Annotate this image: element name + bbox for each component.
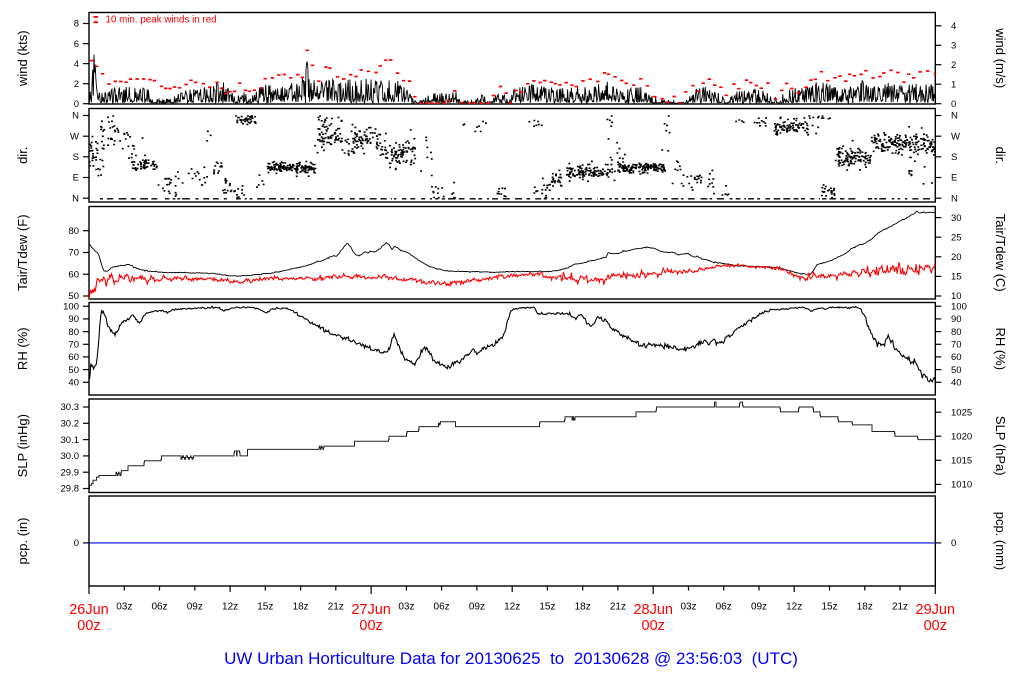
- svg-text:50: 50: [68, 291, 79, 302]
- svg-text:70: 70: [68, 340, 79, 351]
- svg-text:N: N: [72, 111, 79, 122]
- svg-text:06z: 06z: [434, 602, 450, 613]
- svg-text:00z: 00z: [642, 618, 665, 634]
- svg-text:12z: 12z: [222, 602, 238, 613]
- svg-text:80: 80: [951, 327, 962, 338]
- svg-text:wind (m/s): wind (m/s): [993, 27, 1008, 88]
- svg-text:06z: 06z: [151, 602, 167, 613]
- svg-text:70: 70: [951, 340, 962, 351]
- svg-text:29.8: 29.8: [61, 484, 80, 495]
- svg-text:21z: 21z: [610, 602, 626, 613]
- svg-text:30.3: 30.3: [61, 402, 80, 413]
- svg-text:1010: 1010: [951, 480, 972, 491]
- svg-text:100: 100: [951, 301, 967, 312]
- svg-text:50: 50: [68, 365, 79, 376]
- svg-text:18z: 18z: [575, 602, 591, 613]
- svg-text:27Jun: 27Jun: [351, 602, 391, 618]
- svg-text:20: 20: [951, 252, 962, 263]
- svg-text:2: 2: [951, 60, 956, 71]
- svg-text:90: 90: [951, 314, 962, 325]
- svg-text:0: 0: [951, 538, 956, 549]
- svg-text:15z: 15z: [539, 602, 555, 613]
- svg-text:RH (%): RH (%): [15, 327, 30, 370]
- svg-text:pcp. (in): pcp. (in): [15, 518, 30, 565]
- svg-text:03z: 03z: [680, 602, 696, 613]
- svg-text:21z: 21z: [892, 602, 908, 613]
- svg-text:12z: 12z: [786, 602, 802, 613]
- svg-text:100: 100: [63, 301, 79, 312]
- svg-text:6: 6: [74, 39, 79, 50]
- svg-text:00z: 00z: [77, 618, 100, 634]
- svg-text:S: S: [73, 152, 79, 163]
- svg-text:70: 70: [68, 248, 79, 259]
- svg-text:40: 40: [951, 378, 962, 389]
- svg-text:4: 4: [74, 59, 79, 70]
- svg-text:21z: 21z: [328, 602, 344, 613]
- svg-text:E: E: [951, 173, 957, 184]
- svg-text:1020: 1020: [951, 431, 972, 442]
- svg-text:S: S: [951, 152, 957, 163]
- svg-text:30.2: 30.2: [61, 419, 80, 430]
- svg-text:09z: 09z: [187, 602, 203, 613]
- svg-text:15z: 15z: [257, 602, 273, 613]
- svg-text:10 min. peak winds in red: 10 min. peak winds in red: [106, 14, 217, 25]
- svg-text:8: 8: [74, 19, 79, 30]
- svg-text:30: 30: [951, 213, 962, 224]
- svg-text:UW Urban Horticulture Data for: UW Urban Horticulture Data for 20130625 …: [224, 649, 798, 668]
- svg-text:0: 0: [74, 99, 79, 110]
- svg-text:09z: 09z: [751, 602, 767, 613]
- svg-text:0: 0: [951, 99, 956, 110]
- svg-text:00z: 00z: [924, 618, 947, 634]
- svg-text:60: 60: [68, 269, 79, 280]
- svg-text:0: 0: [74, 538, 79, 549]
- svg-text:00z: 00z: [359, 618, 382, 634]
- svg-text:SLP (inHg): SLP (inHg): [15, 414, 30, 477]
- svg-text:29Jun: 29Jun: [916, 602, 956, 618]
- svg-text:18z: 18z: [293, 602, 309, 613]
- svg-text:dir.: dir.: [15, 147, 30, 164]
- svg-text:12z: 12z: [504, 602, 520, 613]
- svg-text:60: 60: [68, 352, 79, 363]
- svg-text:3: 3: [951, 41, 956, 52]
- svg-text:18z: 18z: [857, 602, 873, 613]
- svg-text:60: 60: [951, 352, 962, 363]
- svg-text:pcp. (mm): pcp. (mm): [993, 512, 1008, 571]
- svg-text:1: 1: [951, 79, 956, 90]
- svg-text:15: 15: [951, 272, 962, 283]
- svg-text:80: 80: [68, 226, 79, 237]
- svg-text:28Jun: 28Jun: [633, 602, 673, 618]
- svg-text:E: E: [73, 173, 79, 184]
- svg-text:Tair/Tdew (F): Tair/Tdew (F): [15, 214, 30, 291]
- svg-text:80: 80: [68, 327, 79, 338]
- svg-text:wind (kts): wind (kts): [15, 30, 30, 87]
- svg-text:RH (%): RH (%): [993, 327, 1008, 370]
- svg-text:2: 2: [74, 79, 79, 90]
- svg-text:29.9: 29.9: [61, 467, 80, 478]
- svg-text:Tair/Tdew (C): Tair/Tdew (C): [993, 214, 1008, 292]
- svg-text:dir.: dir.: [993, 147, 1008, 164]
- svg-text:1025: 1025: [951, 407, 972, 418]
- svg-text:N: N: [951, 111, 958, 122]
- svg-text:06z: 06z: [716, 602, 732, 613]
- svg-text:50: 50: [951, 365, 962, 376]
- svg-text:40: 40: [68, 378, 79, 389]
- svg-text:25: 25: [951, 232, 962, 243]
- svg-text:1015: 1015: [951, 456, 972, 467]
- svg-text:W: W: [70, 131, 79, 142]
- svg-text:N: N: [72, 193, 79, 204]
- svg-text:26Jun: 26Jun: [69, 602, 109, 618]
- svg-text:03z: 03z: [116, 602, 132, 613]
- svg-text:4: 4: [951, 21, 956, 32]
- svg-text:SLP (hPa): SLP (hPa): [993, 416, 1008, 476]
- svg-text:10: 10: [951, 291, 962, 302]
- svg-text:03z: 03z: [398, 602, 414, 613]
- svg-text:15z: 15z: [821, 602, 837, 613]
- svg-text:N: N: [951, 193, 958, 204]
- svg-text:30.0: 30.0: [61, 451, 80, 462]
- svg-text:W: W: [951, 131, 960, 142]
- svg-text:90: 90: [68, 314, 79, 325]
- svg-text:09z: 09z: [469, 602, 485, 613]
- svg-text:30.1: 30.1: [61, 435, 80, 446]
